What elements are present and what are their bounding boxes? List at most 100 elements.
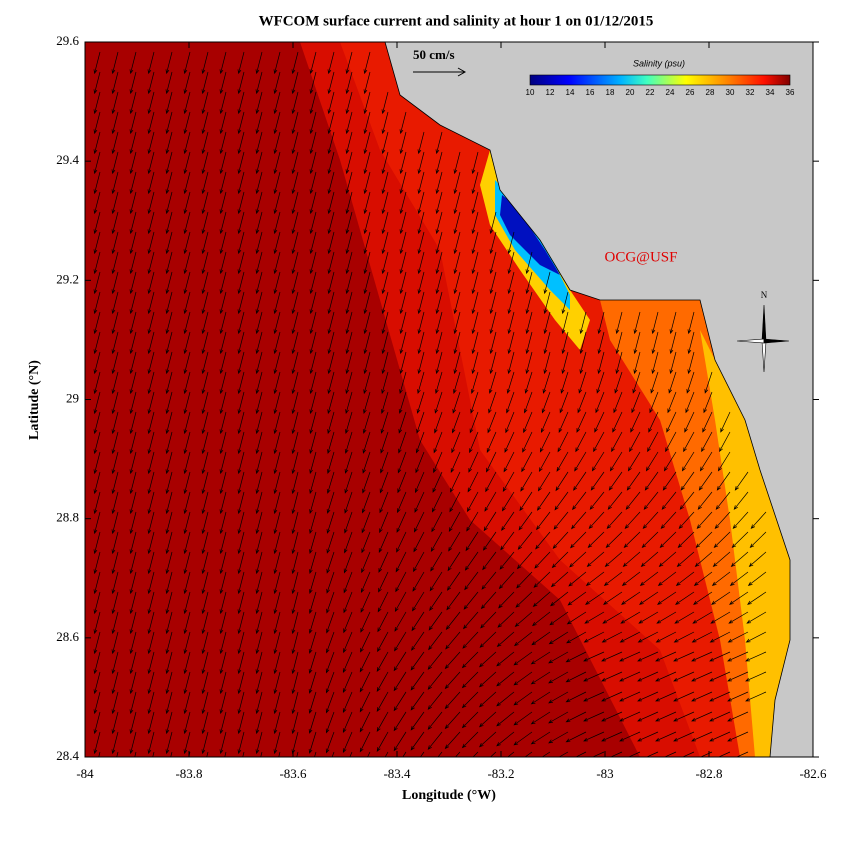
current-arrow (147, 511, 155, 535)
current-arrow (331, 751, 335, 757)
current-arrow (686, 371, 695, 394)
current-arrow (444, 711, 461, 730)
current-arrow (201, 291, 209, 315)
current-arrow (111, 611, 119, 635)
current-arrow (674, 611, 695, 624)
current-arrow (677, 531, 695, 549)
current-arrow (201, 171, 209, 195)
current-arrow (309, 171, 317, 195)
current-arrow (543, 271, 551, 295)
current-arrow (345, 371, 353, 395)
current-arrow (273, 571, 281, 595)
current-arrow (399, 351, 407, 375)
current-arrow (513, 731, 533, 746)
current-arrow (360, 591, 371, 613)
current-arrow (691, 691, 713, 702)
current-arrow (219, 291, 227, 315)
current-arrow (308, 611, 317, 634)
current-arrow (615, 331, 623, 355)
current-arrow (308, 591, 317, 614)
current-arrow (291, 371, 299, 395)
current-arrow (219, 391, 227, 415)
current-arrow (414, 491, 425, 513)
current-arrow (327, 111, 335, 135)
current-arrow (255, 171, 263, 195)
current-arrow (691, 631, 713, 643)
current-arrow (555, 471, 569, 492)
current-arrow (551, 551, 569, 569)
current-arrow (478, 651, 497, 668)
current-arrow (345, 111, 353, 135)
current-arrow (414, 511, 425, 533)
current-arrow (415, 471, 425, 494)
current-arrow (363, 351, 371, 375)
current-arrow (505, 411, 515, 434)
current-arrow (363, 51, 371, 75)
current-arrow (565, 731, 587, 743)
current-arrow (380, 451, 389, 474)
current-arrow (111, 731, 119, 755)
current-arrow (591, 451, 605, 472)
current-arrow (273, 491, 281, 515)
current-arrow (165, 671, 173, 695)
current-arrow (93, 131, 101, 155)
current-arrow (417, 311, 425, 335)
current-arrow (255, 591, 263, 615)
colorbar-tick-label: 18 (606, 88, 615, 97)
current-arrow (715, 491, 731, 510)
current-arrow (498, 591, 515, 609)
current-arrow (237, 311, 245, 335)
current-arrow (309, 71, 317, 95)
current-arrow (655, 651, 677, 662)
current-arrow (345, 411, 353, 434)
current-arrow (255, 731, 263, 755)
current-arrow (367, 751, 371, 757)
current-arrow (147, 671, 155, 695)
current-vectors (93, 51, 767, 757)
current-arrow (709, 651, 731, 662)
current-arrow (273, 231, 281, 255)
current-arrow (696, 511, 713, 529)
current-arrow (111, 411, 119, 435)
current-arrow (658, 551, 677, 568)
current-arrow (530, 651, 551, 665)
current-arrow (255, 691, 263, 715)
y-tick-label: 29.6 (56, 33, 79, 48)
current-arrow (393, 671, 407, 692)
current-arrow (165, 631, 173, 655)
current-arrow (165, 431, 173, 455)
current-arrow (255, 331, 263, 355)
current-arrow (644, 471, 659, 491)
current-arrow (455, 751, 461, 757)
current-arrow (327, 191, 335, 215)
current-arrow (716, 471, 731, 491)
current-arrow (471, 231, 479, 255)
current-arrow (359, 671, 371, 693)
colorbar (529, 74, 791, 86)
current-arrow (397, 491, 407, 514)
x-tick-label: -84 (76, 766, 94, 781)
current-arrow (237, 271, 245, 295)
current-arrow (576, 411, 587, 433)
current-arrow (717, 451, 731, 472)
current-arrow (496, 731, 515, 747)
current-arrow (727, 631, 749, 643)
current-arrow (575, 431, 587, 453)
current-arrow (522, 431, 533, 453)
current-arrow (691, 711, 713, 722)
current-arrow (147, 491, 155, 515)
current-arrow (147, 331, 155, 355)
current-arrow (717, 751, 731, 757)
current-arrow (417, 331, 425, 355)
current-arrow (183, 291, 191, 315)
current-arrow (363, 271, 371, 295)
current-arrow (384, 751, 389, 757)
current-arrow (538, 451, 551, 473)
current-arrow (183, 251, 191, 275)
current-arrow (502, 471, 515, 492)
current-arrow (327, 351, 335, 375)
current-arrow (655, 691, 677, 702)
current-arrow (435, 191, 443, 215)
current-arrow (93, 551, 101, 575)
